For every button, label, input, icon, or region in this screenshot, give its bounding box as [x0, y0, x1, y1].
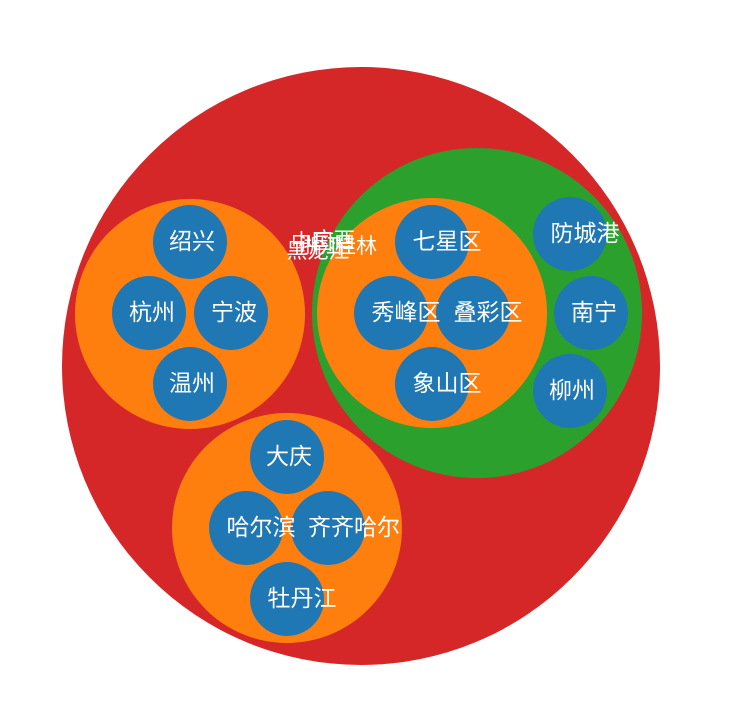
group-label-root: 中国 — [291, 230, 333, 254]
city-circle-diecai — [436, 276, 510, 350]
city-label-fangchenggang: 防城港 — [551, 221, 620, 247]
city-label-hangzhou: 杭州 — [129, 300, 175, 326]
city-circle-nanning — [554, 276, 628, 350]
city-circle-daqing — [250, 420, 324, 494]
city-label-qiqihaer: 齐齐哈尔 — [308, 515, 400, 541]
city-label-diecai: 叠彩区 — [454, 300, 523, 326]
city-label-shaoxing: 绍兴 — [169, 229, 215, 255]
city-label-wenzhou: 温州 — [169, 371, 215, 397]
group-circle-zhejiang — [75, 199, 305, 429]
city-circle-hangzhou — [112, 276, 186, 350]
city-circle-mudanjiang — [250, 562, 324, 636]
group-label-guangxi: 广西 — [313, 228, 355, 252]
city-circle-haerbin — [209, 491, 283, 565]
group-label-zhejiang: 浙江 — [299, 234, 341, 258]
city-circle-qixing — [395, 205, 469, 279]
city-circle-qiqihaer — [291, 491, 365, 565]
group-circle-guilin — [317, 198, 547, 428]
group-circle-heilongjiang — [172, 413, 402, 643]
city-label-qixing: 七星区 — [413, 229, 482, 255]
group-label-guilin: 桂林 — [335, 234, 377, 258]
city-circle-liuzhou — [533, 354, 607, 428]
city-label-nanning: 南宁 — [571, 300, 617, 326]
city-label-ningbo: 宁波 — [211, 300, 257, 326]
city-label-xiufeng: 秀峰区 — [372, 300, 441, 326]
city-label-liuzhou: 柳州 — [549, 378, 595, 404]
city-label-haerbin: 哈尔滨 — [227, 515, 296, 541]
city-label-daqing: 大庆 — [266, 444, 312, 470]
city-label-mudanjiang: 牡丹江 — [268, 586, 337, 612]
city-label-xiangshan: 象山区 — [413, 371, 482, 397]
city-circle-ningbo — [194, 276, 268, 350]
city-circle-xiufeng — [354, 276, 428, 350]
city-circle-shaoxing — [153, 205, 227, 279]
city-circle-wenzhou — [153, 347, 227, 421]
group-label-heilongjiang: 黑龙江 — [287, 239, 350, 263]
city-circle-xiangshan — [395, 347, 469, 421]
city-circle-fangchenggang — [533, 197, 607, 271]
